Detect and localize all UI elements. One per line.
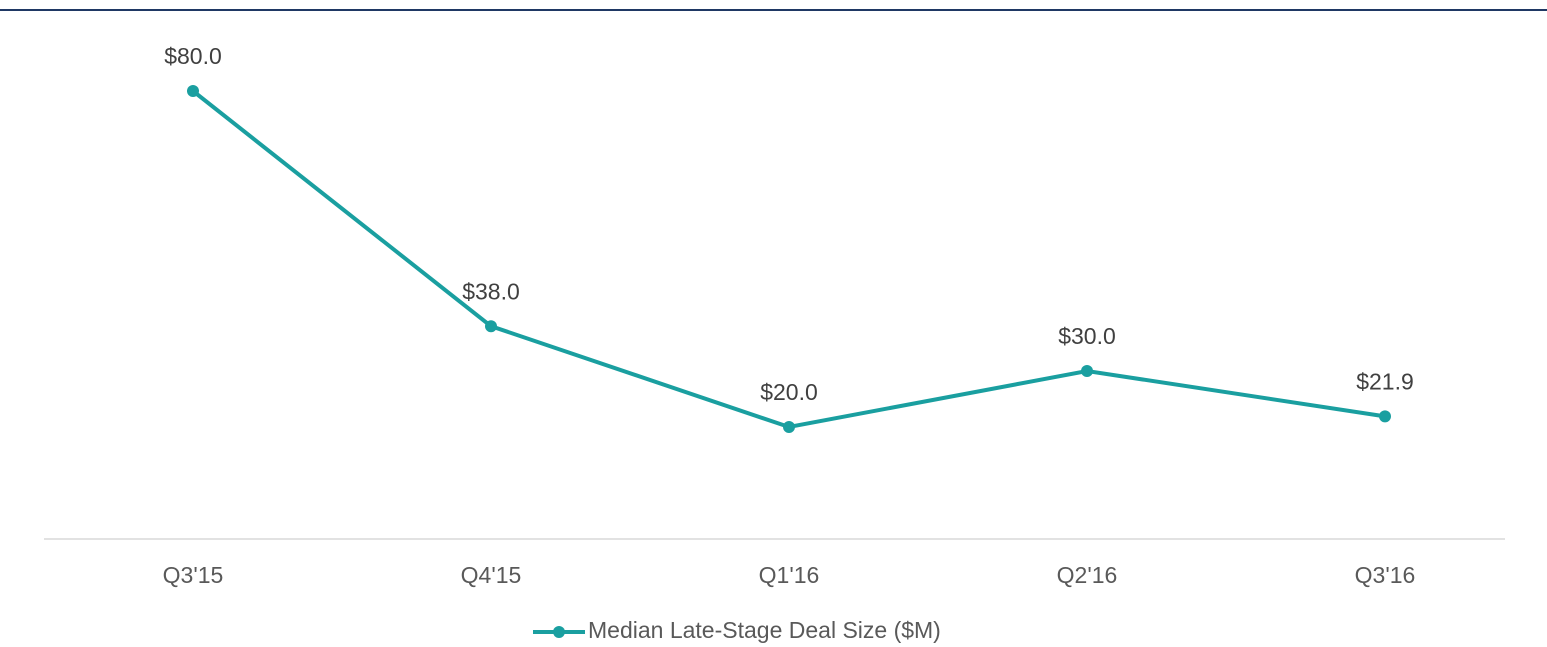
series-line — [191, 89, 1386, 430]
point — [187, 85, 199, 97]
value-label: $80.0 — [164, 43, 222, 69]
x-tick-label: Q3'15 — [163, 562, 224, 588]
value-label: $38.0 — [462, 278, 520, 304]
point — [783, 421, 795, 433]
legend-marker — [553, 626, 565, 638]
value-label: $21.9 — [1356, 368, 1414, 394]
point — [485, 320, 497, 333]
value-label: $20.0 — [760, 379, 818, 405]
x-tick-label: Q4'15 — [461, 562, 522, 588]
x-tick-label: Q2'16 — [1057, 562, 1118, 588]
point — [1379, 410, 1391, 423]
value-label: $30.0 — [1058, 323, 1116, 349]
legend-label: Median Late-Stage Deal Size ($M) — [588, 617, 941, 643]
x-tick-label: Q1'16 — [759, 562, 820, 588]
point — [1081, 365, 1093, 377]
x-tick-label: Q3'16 — [1355, 562, 1416, 588]
